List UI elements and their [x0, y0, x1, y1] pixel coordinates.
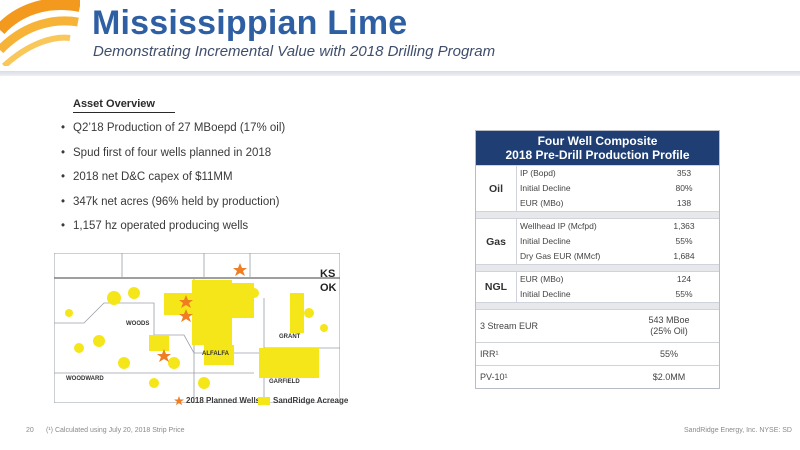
acreage-polygons [65, 280, 328, 389]
table-row: Initial Decline 55% [520, 236, 693, 246]
oil-group: Oil IP (Bopd) 353 Initial Decline 80% EUR … [476, 165, 719, 211]
acreage-legend-swatch [258, 397, 270, 405]
group-label-ngl: NGL [476, 272, 517, 302]
table-header: Four Well Composite 2018 Pre-Drill Produ… [476, 131, 719, 165]
bullet-item: • Spud first of four wells planned in 201… [61, 146, 272, 159]
asset-overview-list: • Q2’18 Production of 27 MBoepd (17% oil)… [57, 120, 285, 243]
ngl-group: NGL EUR (MBo) 124 Initial Decline 55% [476, 271, 719, 302]
table-row: EUR (MBo) 124 [520, 274, 692, 284]
table-separator [476, 302, 719, 309]
planned-wells [157, 263, 247, 362]
table-row: Dry Gas EUR (MMcf) 1,684 [520, 251, 695, 261]
table-row: IP (Bopd) 353 [520, 168, 692, 178]
bullet-item: • 1,157 hz operated producing wells [61, 220, 249, 232]
acreage-legend-label: SandRidge Acreage [273, 396, 349, 405]
table-row: Initial Decline 80% [520, 183, 693, 193]
county-label: GRANT [279, 334, 301, 340]
page-title: Mississippian Lime [92, 4, 408, 42]
county-label: GARFIELD [269, 379, 300, 385]
bullet-item: • 347k net acres (96% held by production) [61, 195, 280, 208]
state-label-ks: KS [320, 268, 336, 280]
acreage-map: WOODS ALFALFA GRANT WOODWARD GARFIELD [54, 253, 340, 403]
footnote: (¹) Calculated using July 20, 2018 Strip… [46, 427, 185, 434]
planned-wells-legend-label: 2018 Planned Wells [186, 396, 261, 405]
table-row: Initial Decline 55% [520, 289, 693, 299]
planned-well-legend-icon [174, 396, 184, 406]
county-label: WOODWARD [66, 376, 104, 382]
page-subtitle: Demonstrating Incremental Value with 201… [93, 43, 496, 60]
table-row: EUR (MBo) 138 [520, 198, 692, 208]
header-divider [0, 71, 800, 76]
group-label-oil: Oil [476, 166, 517, 211]
summary-row-eur: 3 Stream EUR 543 MBoe (25% Oil) [476, 309, 719, 342]
company-footer: SandRidge Energy, Inc. NYSE: SD [683, 427, 792, 434]
group-label-gas: Gas [476, 219, 517, 264]
asset-overview-underline [73, 112, 175, 113]
bullet-item: • Q2’18 Production of 27 MBoepd (17% oil) [61, 122, 286, 134]
summary-row-irr: IRR¹ 55% [476, 342, 719, 365]
table-row: Wellhead IP (Mcfpd) 1,363 [520, 221, 695, 231]
gas-group: Gas Wellhead IP (Mcfpd) 1,363 Initial Dec… [476, 218, 719, 264]
county-label: ALFALFA [202, 351, 230, 357]
asset-overview-title: Asset Overview [73, 98, 155, 110]
state-label-ok: OK [320, 282, 337, 294]
table-separator [476, 264, 719, 271]
county-label: WOODS [126, 321, 149, 327]
summary-row-pv10: PV-10¹ $2.0MM [476, 365, 719, 388]
table-separator [476, 211, 719, 218]
bullet-item: • 2018 net D&C capex of $11MM [61, 171, 233, 183]
company-logo [0, 0, 80, 66]
production-profile-table: Four Well Composite 2018 Pre-Drill Produ… [475, 130, 720, 389]
page-number: 20 [26, 427, 34, 434]
